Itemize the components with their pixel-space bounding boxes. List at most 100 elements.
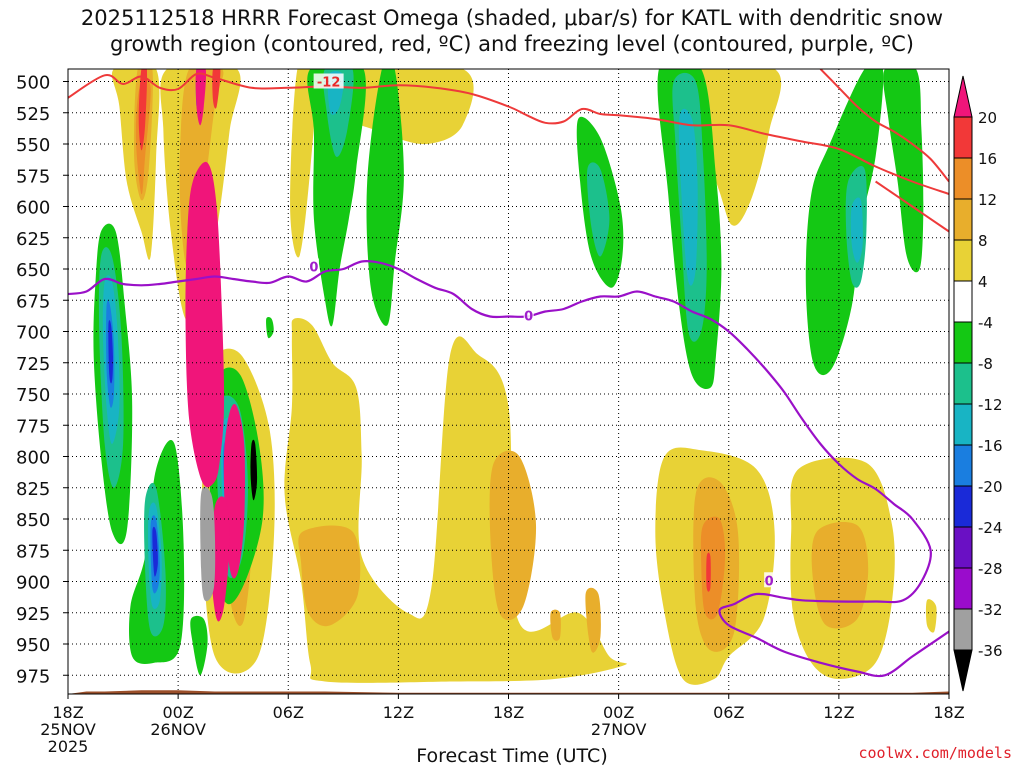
- chart-title-line-2: growth region (contoured, red, ºC) and f…: [110, 32, 914, 56]
- colorbar-swatch: [953, 608, 973, 651]
- colorbar-swatch: [953, 157, 973, 200]
- y-tick-label: 550: [16, 135, 50, 156]
- x-tick-label: 12Z: [383, 703, 414, 722]
- colorbar-label: 16: [978, 150, 997, 168]
- y-tick-label: 675: [16, 291, 50, 312]
- x-tick-label: 06Z: [273, 703, 304, 722]
- omega-shaded-region: [211, 496, 230, 622]
- colorbar-label: 12: [978, 191, 997, 209]
- omega-shaded-region: [195, 69, 207, 126]
- colorbar-swatch: [953, 526, 973, 569]
- colorbar-swatch: [953, 198, 973, 241]
- colorbar-label: 20: [978, 109, 997, 127]
- omega-shaded-region: [284, 318, 627, 683]
- omega-shaded-region: [700, 516, 726, 620]
- colorbar-label: -20: [978, 478, 1003, 496]
- y-tick-label: 775: [16, 416, 50, 437]
- y-tick-label: 650: [16, 260, 50, 281]
- x-tick-label: 2025: [48, 737, 89, 756]
- y-tick-label: 925: [16, 604, 50, 625]
- colorbar-swatch: [953, 649, 973, 692]
- y-tick-label: 900: [16, 573, 50, 594]
- colorbar-swatch: [953, 485, 973, 528]
- y-tick-label: 750: [16, 385, 50, 406]
- colorbar-label: -28: [978, 560, 1003, 578]
- colorbar-swatch: [953, 567, 973, 610]
- y-tick-label: 950: [16, 635, 50, 656]
- colorbar-swatch: [953, 321, 973, 364]
- colorbar-label: -24: [978, 519, 1003, 537]
- y-tick-label: 825: [16, 479, 50, 500]
- colorbar-label: 8: [978, 232, 988, 250]
- contour-label: 0: [765, 574, 774, 589]
- x-tick-label: 06Z: [713, 703, 744, 722]
- omega-shaded-region: [138, 69, 148, 151]
- omega-shaded-region: [706, 552, 711, 592]
- terrain-ground: [68, 690, 949, 694]
- x-tick-label: 27NOV: [591, 720, 647, 739]
- site-credit: coolwx.com/models: [858, 744, 1012, 762]
- omega-shaded-region: [266, 317, 274, 339]
- colorbar-label: -32: [978, 601, 1003, 619]
- omega-shaded-region: [678, 108, 698, 286]
- y-tick-label: 575: [16, 166, 50, 187]
- omega-shaded-region: [925, 599, 937, 633]
- omega-shaded-region: [550, 609, 561, 641]
- colorbar-label: 4: [978, 273, 988, 291]
- omega-shaded-region: [290, 69, 317, 258]
- y-tick-label: 875: [16, 541, 50, 562]
- y-tick-label: 700: [16, 323, 50, 344]
- chart-title-line-1: 2025112518 HRRR Forecast Omega (shaded, …: [80, 6, 944, 30]
- colorbar-label: -36: [978, 642, 1003, 660]
- y-tick-label: 975: [16, 666, 50, 687]
- x-tick-label: 26NOV: [150, 720, 206, 739]
- x-tick-label: 18Z: [52, 703, 83, 722]
- colorbar-label: -16: [978, 437, 1003, 455]
- colorbar-swatch: [953, 403, 973, 446]
- omega-shaded-region: [200, 486, 216, 602]
- dgz-minus12-contour: [68, 72, 949, 195]
- x-tick-label: 12Z: [823, 703, 854, 722]
- omega-shaded-region: [307, 69, 366, 327]
- omega-shaded-region: [850, 197, 863, 263]
- y-tick-label: 725: [16, 354, 50, 375]
- contour-label: 0: [309, 261, 318, 276]
- colorbar-swatch: [953, 362, 973, 405]
- x-tick-label: 18Z: [933, 703, 964, 722]
- y-tick-label: 500: [16, 73, 50, 94]
- x-tick-label: 18Z: [493, 703, 524, 722]
- omega-shaded-region: [190, 615, 208, 676]
- colorbar-swatch: [953, 280, 973, 323]
- colorbar-label: -4: [978, 314, 993, 332]
- x-tick-label: 25NOV: [40, 720, 96, 739]
- colorbar-swatch: [953, 444, 973, 487]
- x-axis-title: Forecast Time (UTC): [416, 745, 608, 767]
- omega-shaded-region: [585, 587, 601, 653]
- omega-shaded-region: [587, 162, 610, 257]
- dgz-contour-lower: [875, 180, 949, 233]
- x-tick-label: 00Z: [603, 703, 634, 722]
- omega-shaded-region: [489, 450, 537, 621]
- colorbar-label: -8: [978, 355, 993, 373]
- y-tick-label: 600: [16, 198, 50, 219]
- colorbar-swatch: [953, 239, 973, 282]
- x-tick-label: 00Z: [162, 703, 193, 722]
- omega-shaded-region: [185, 161, 225, 488]
- omega-shaded-region: [883, 69, 924, 273]
- y-tick-label: 525: [16, 104, 50, 125]
- omega-shaded-region: [152, 526, 158, 577]
- omega-shaded-region: [805, 69, 884, 375]
- contour-label: 0: [524, 309, 533, 324]
- y-tick-label: 800: [16, 448, 50, 469]
- colorbar-swatch: [953, 116, 973, 159]
- colorbar-label: -12: [978, 396, 1003, 414]
- y-tick-label: 625: [16, 229, 50, 250]
- freezing-level-contour: [68, 259, 949, 678]
- y-tick-label: 850: [16, 510, 50, 531]
- dgz-minus12-contour-upper: [819, 69, 949, 183]
- contour-label: -12: [317, 76, 341, 91]
- omega-shaded-region: [250, 439, 258, 501]
- colorbar-swatch: [953, 75, 973, 118]
- omega-shaded-region: [108, 320, 114, 384]
